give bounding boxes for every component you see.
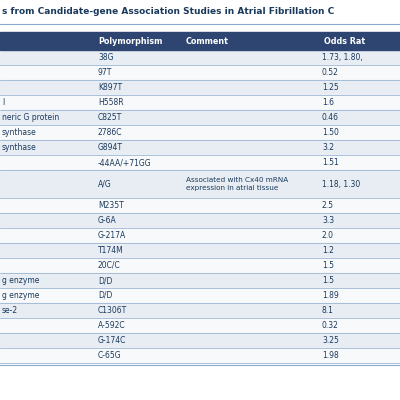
Text: 1.2: 1.2 <box>322 246 334 255</box>
Bar <box>0 155 400 170</box>
Text: 20C/C: 20C/C <box>98 261 121 270</box>
Text: 1.5: 1.5 <box>322 261 334 270</box>
Text: 2786C: 2786C <box>98 128 122 137</box>
Text: synthase: synthase <box>2 143 37 152</box>
Text: 3.3: 3.3 <box>322 216 334 225</box>
Text: 2.5: 2.5 <box>322 201 334 210</box>
Bar <box>0 273 400 288</box>
Text: T174M: T174M <box>98 246 124 255</box>
Text: 1.98: 1.98 <box>322 351 339 360</box>
Bar <box>0 213 400 228</box>
Text: M235T: M235T <box>98 201 124 210</box>
Text: 3.25: 3.25 <box>322 336 339 345</box>
Bar <box>0 50 400 65</box>
Text: se-2: se-2 <box>2 306 18 315</box>
Text: C1306T: C1306T <box>98 306 127 315</box>
Text: G894T: G894T <box>98 143 123 152</box>
Text: D/D: D/D <box>98 276 112 285</box>
Bar <box>0 80 400 95</box>
Bar <box>0 258 400 273</box>
Bar <box>0 348 400 363</box>
Bar <box>0 228 400 243</box>
Text: g enzyme: g enzyme <box>2 276 39 285</box>
Bar <box>0 198 400 213</box>
Text: A-592C: A-592C <box>98 321 126 330</box>
Text: D/D: D/D <box>98 291 112 300</box>
Text: K897T: K897T <box>98 83 122 92</box>
Text: H558R: H558R <box>98 98 124 107</box>
Bar <box>0 243 400 258</box>
Bar <box>0 125 400 140</box>
Bar <box>0 140 400 155</box>
Text: synthase: synthase <box>2 128 37 137</box>
Text: 1.73, 1.80,: 1.73, 1.80, <box>322 53 363 62</box>
Text: 97T: 97T <box>98 68 112 77</box>
Text: Associated with Cx40 mRNA
expression in atrial tissue: Associated with Cx40 mRNA expression in … <box>186 177 288 191</box>
Text: s from Candidate-gene Association Studies in Atrial Fibrillation C: s from Candidate-gene Association Studie… <box>2 6 334 16</box>
Bar <box>0 170 400 198</box>
Bar <box>0 65 400 80</box>
Bar <box>0 110 400 125</box>
Bar <box>0 95 400 110</box>
Bar <box>0 333 400 348</box>
Text: 2.0: 2.0 <box>322 231 334 240</box>
Text: 1.18, 1.30: 1.18, 1.30 <box>322 180 360 188</box>
Text: 1.50: 1.50 <box>322 128 339 137</box>
Text: A/G: A/G <box>98 180 112 188</box>
Text: C-65G: C-65G <box>98 351 122 360</box>
Text: 1.51: 1.51 <box>322 158 339 167</box>
Text: 0.32: 0.32 <box>322 321 339 330</box>
Text: G-217A: G-217A <box>98 231 126 240</box>
Bar <box>0 288 400 303</box>
Text: 1.6: 1.6 <box>322 98 334 107</box>
Bar <box>0 318 400 333</box>
Text: G-174C: G-174C <box>98 336 126 345</box>
Text: g enzyme: g enzyme <box>2 291 39 300</box>
Text: 0.52: 0.52 <box>322 68 339 77</box>
Bar <box>0 32 400 50</box>
Text: G-6A: G-6A <box>98 216 117 225</box>
Text: 8.1: 8.1 <box>322 306 334 315</box>
Text: Polymorphism: Polymorphism <box>98 36 162 46</box>
Text: 1.25: 1.25 <box>322 83 339 92</box>
Text: Comment: Comment <box>186 36 229 46</box>
Text: -44AA/+71GG: -44AA/+71GG <box>98 158 152 167</box>
Text: 3.2: 3.2 <box>322 143 334 152</box>
Text: 1.5: 1.5 <box>322 276 334 285</box>
Text: 0.46: 0.46 <box>322 113 339 122</box>
Text: Odds Rat: Odds Rat <box>324 36 365 46</box>
Text: C825T: C825T <box>98 113 122 122</box>
Bar <box>0 303 400 318</box>
Text: 1.89: 1.89 <box>322 291 339 300</box>
Text: neric G protein: neric G protein <box>2 113 59 122</box>
Text: l: l <box>2 98 4 107</box>
Text: 38G: 38G <box>98 53 114 62</box>
